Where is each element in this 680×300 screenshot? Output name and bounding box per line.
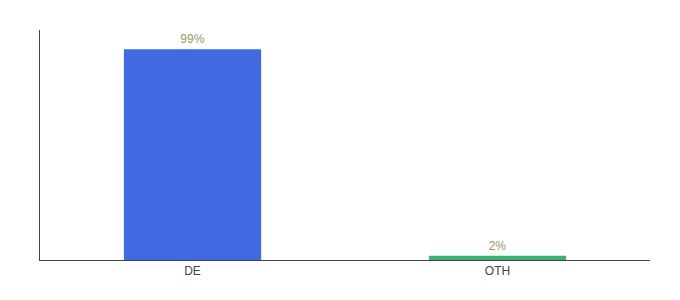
svg-text:DE: DE — [184, 264, 201, 278]
svg-text:OTH: OTH — [485, 264, 510, 278]
svg-text:99%: 99% — [180, 32, 204, 46]
svg-text:2%: 2% — [489, 239, 507, 253]
